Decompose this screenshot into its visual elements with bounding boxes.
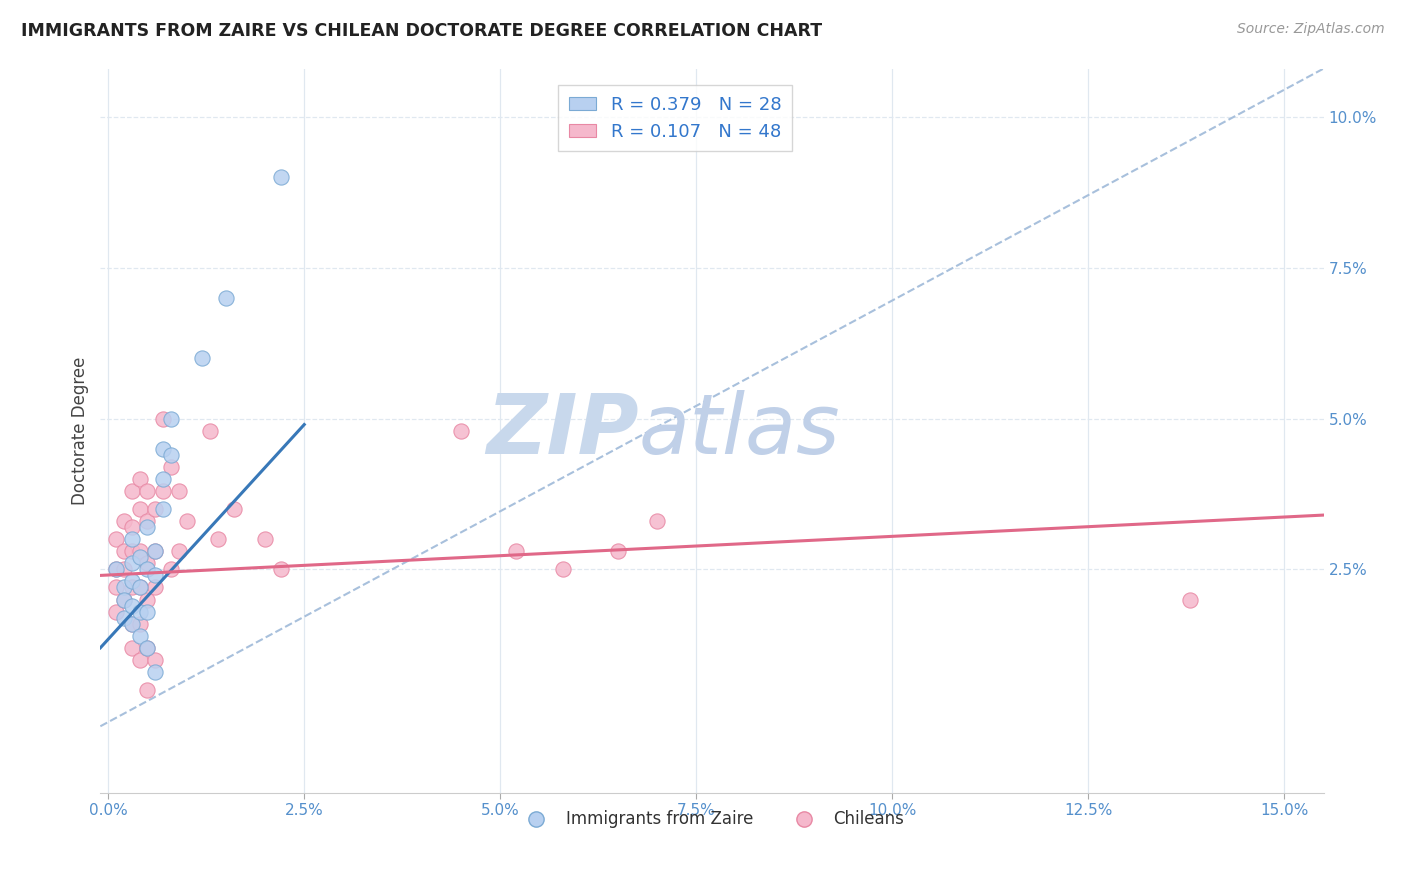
- Point: [136, 640, 159, 655]
- Point: [105, 605, 128, 619]
- Point: [136, 483, 159, 498]
- Point: [128, 502, 150, 516]
- Point: [121, 574, 143, 589]
- Point: [215, 291, 238, 305]
- Point: [606, 544, 628, 558]
- Point: [143, 502, 166, 516]
- Point: [167, 483, 190, 498]
- Point: [136, 605, 159, 619]
- Point: [112, 562, 135, 576]
- Point: [128, 581, 150, 595]
- Point: [160, 562, 183, 576]
- Point: [152, 502, 174, 516]
- Point: [121, 616, 143, 631]
- Point: [143, 544, 166, 558]
- Point: [105, 562, 128, 576]
- Text: Source: ZipAtlas.com: Source: ZipAtlas.com: [1237, 22, 1385, 37]
- Point: [176, 514, 198, 528]
- Point: [105, 562, 128, 576]
- Point: [136, 520, 159, 534]
- Point: [160, 459, 183, 474]
- Point: [121, 532, 143, 546]
- Point: [152, 411, 174, 425]
- Point: [152, 442, 174, 456]
- Point: [160, 411, 183, 425]
- Point: [270, 562, 292, 576]
- Point: [136, 557, 159, 571]
- Point: [207, 532, 229, 546]
- Point: [136, 514, 159, 528]
- Point: [143, 653, 166, 667]
- Point: [128, 616, 150, 631]
- Point: [112, 514, 135, 528]
- Point: [136, 683, 159, 698]
- Y-axis label: Doctorate Degree: Doctorate Degree: [72, 357, 89, 505]
- Point: [136, 562, 159, 576]
- Point: [505, 544, 527, 558]
- Text: atlas: atlas: [638, 390, 841, 471]
- Point: [551, 562, 574, 576]
- Point: [152, 472, 174, 486]
- Point: [191, 351, 214, 366]
- Point: [1180, 592, 1202, 607]
- Point: [121, 599, 143, 613]
- Point: [112, 544, 135, 558]
- Point: [143, 665, 166, 679]
- Point: [128, 581, 150, 595]
- Text: ZIP: ZIP: [486, 390, 638, 471]
- Point: [167, 544, 190, 558]
- Point: [121, 616, 143, 631]
- Point: [645, 514, 668, 528]
- Point: [105, 581, 128, 595]
- Point: [136, 640, 159, 655]
- Point: [112, 592, 135, 607]
- Text: IMMIGRANTS FROM ZAIRE VS CHILEAN DOCTORATE DEGREE CORRELATION CHART: IMMIGRANTS FROM ZAIRE VS CHILEAN DOCTORA…: [21, 22, 823, 40]
- Point: [121, 640, 143, 655]
- Point: [121, 483, 143, 498]
- Legend: Immigrants from Zaire, Chileans: Immigrants from Zaire, Chileans: [513, 804, 911, 835]
- Point: [128, 550, 150, 565]
- Point: [128, 472, 150, 486]
- Point: [152, 483, 174, 498]
- Point: [112, 610, 135, 624]
- Point: [136, 592, 159, 607]
- Point: [121, 557, 143, 571]
- Point: [121, 520, 143, 534]
- Point: [128, 544, 150, 558]
- Point: [143, 568, 166, 582]
- Point: [143, 544, 166, 558]
- Point: [105, 532, 128, 546]
- Point: [254, 532, 277, 546]
- Point: [128, 629, 150, 643]
- Point: [222, 502, 245, 516]
- Point: [198, 424, 221, 438]
- Point: [128, 653, 150, 667]
- Point: [112, 581, 135, 595]
- Point: [143, 581, 166, 595]
- Point: [112, 592, 135, 607]
- Point: [121, 544, 143, 558]
- Point: [128, 605, 150, 619]
- Point: [121, 581, 143, 595]
- Point: [160, 448, 183, 462]
- Point: [450, 424, 472, 438]
- Point: [270, 170, 292, 185]
